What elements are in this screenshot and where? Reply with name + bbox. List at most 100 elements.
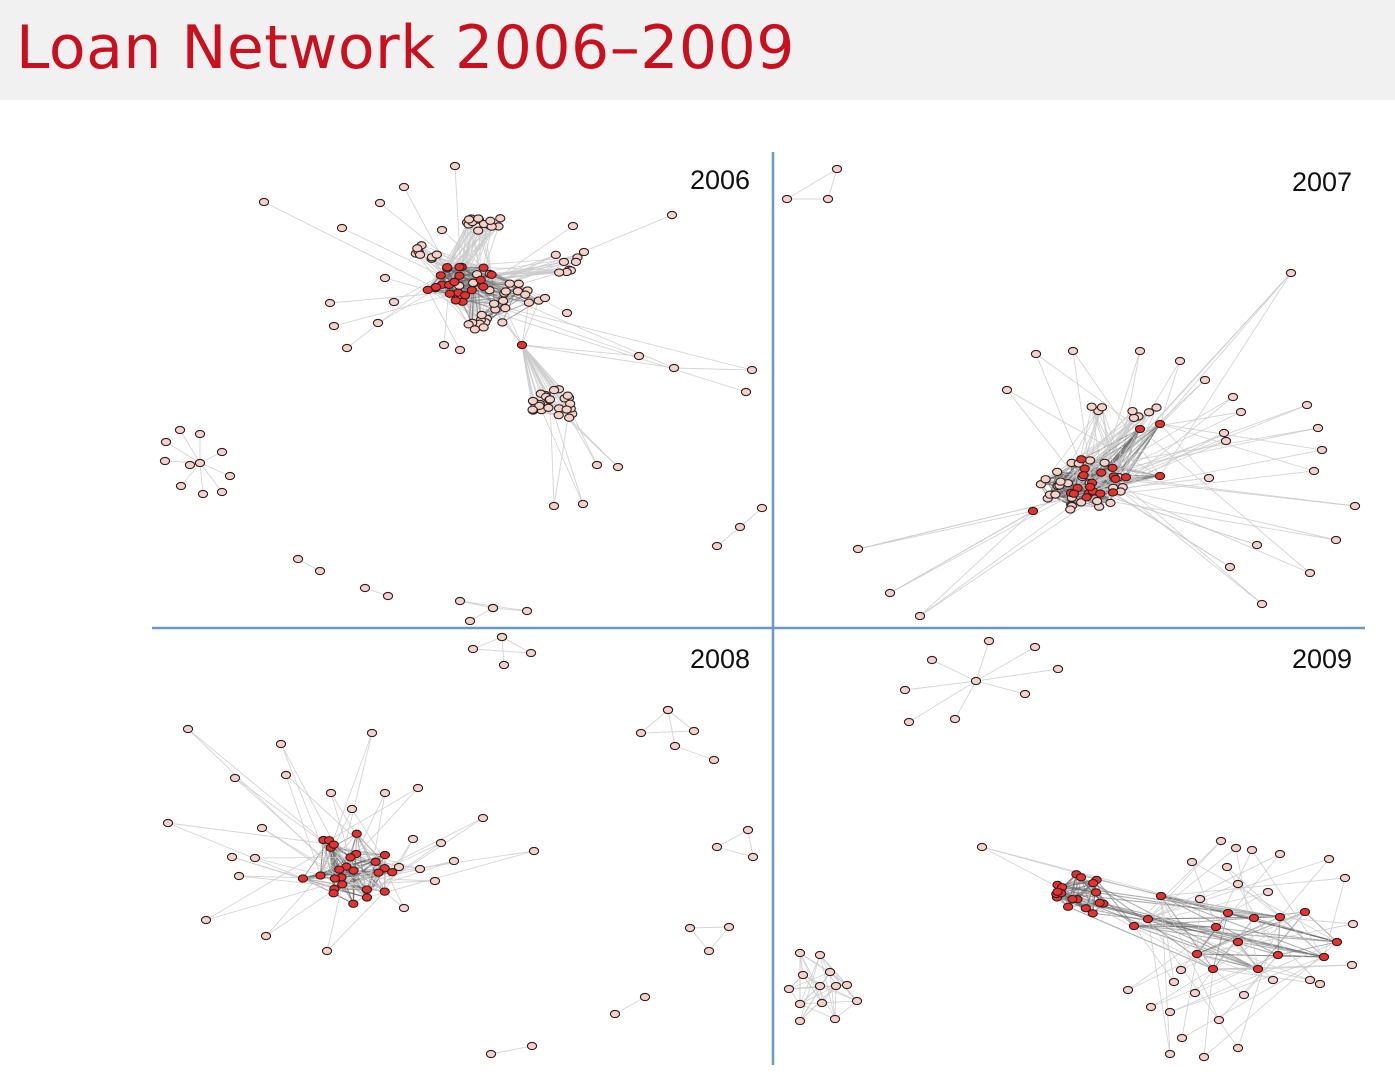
panel-2006-edge bbox=[541, 409, 584, 505]
panel-2006-bank-node bbox=[382, 591, 394, 601]
panel-2006-bank-node bbox=[454, 596, 466, 606]
panel-2008-edge bbox=[501, 636, 532, 654]
panel-2006-edge bbox=[483, 223, 493, 275]
panel-2009-bank-node bbox=[841, 980, 853, 990]
panel-2008-core-bank-node bbox=[370, 857, 381, 867]
panel-2006-bank-node bbox=[561, 405, 572, 414]
panel-2007-bank-node bbox=[822, 194, 834, 204]
panel-2008-core-bank-node bbox=[387, 868, 398, 877]
panel-2008-edge bbox=[280, 743, 347, 867]
panel-2006-edge bbox=[540, 393, 619, 468]
panel-2007-bank-node bbox=[1134, 346, 1146, 356]
panel-2006-edge bbox=[384, 277, 428, 291]
panel-2008-edge bbox=[689, 927, 710, 952]
panel-2009-edge bbox=[904, 680, 977, 691]
panel-2006-edge bbox=[739, 507, 763, 528]
panel-2006-bank-node bbox=[577, 499, 589, 509]
panel-2009-bank-node bbox=[1238, 990, 1250, 1000]
panel-2006-edge bbox=[492, 607, 528, 612]
panel-2008-edge bbox=[326, 891, 386, 952]
panel-2007-bank-node bbox=[1308, 466, 1320, 476]
panel-2007-edge bbox=[1101, 427, 1319, 474]
panel-2007-edge bbox=[786, 168, 838, 200]
panel-2006-bank-node bbox=[527, 396, 539, 406]
panel-2007-bank-node bbox=[1105, 498, 1116, 508]
panel-2009-core-bank-node bbox=[1232, 937, 1244, 947]
panel-2007-bank-node bbox=[781, 194, 793, 204]
panel-2009-edge bbox=[834, 1000, 858, 1020]
panel-2006-bank-node bbox=[564, 413, 575, 422]
panel-2008-core-bank-node bbox=[348, 866, 359, 875]
panel-2009-edge bbox=[975, 668, 1059, 682]
panel-2009-core-bank-node bbox=[1090, 888, 1102, 897]
panel-2007-edge bbox=[1045, 410, 1099, 480]
panel-2007-bank-node bbox=[1075, 498, 1087, 507]
panel-2006-edge bbox=[459, 220, 491, 268]
panel-2006-bank-node bbox=[159, 456, 171, 466]
panel-2006-core-bank-node bbox=[486, 270, 497, 279]
panel-2009-bank-node bbox=[1175, 965, 1187, 975]
panel-2006-edge bbox=[263, 201, 463, 303]
panel-2006-bank-node bbox=[341, 343, 353, 353]
panel-2009-bank-node bbox=[1176, 1033, 1188, 1043]
panel-2008-bank-node bbox=[496, 632, 508, 642]
panel-2006-bank-node bbox=[488, 299, 500, 308]
panel-2006-bank-node bbox=[216, 447, 228, 457]
panel-2008-edge bbox=[667, 709, 676, 747]
panel-2008-bank-node bbox=[711, 842, 723, 852]
panel-2009-bank-node bbox=[1122, 985, 1134, 995]
panel-2007-edge bbox=[1159, 272, 1292, 425]
panel-2006-bank-node bbox=[314, 566, 326, 576]
panel-2009-core-bank-node bbox=[1318, 952, 1330, 962]
panel-2007-bank-node bbox=[1143, 408, 1155, 417]
panel-2009-edge bbox=[908, 680, 977, 723]
panel-2006-bank-node bbox=[398, 182, 410, 192]
panel-2008-bank-node bbox=[662, 705, 674, 715]
panel-2009-edge bbox=[1227, 912, 1338, 943]
panel-2006-edge bbox=[521, 344, 640, 357]
panel-2008-edge bbox=[490, 1045, 533, 1055]
page-title: Loan Network 2006–2009 bbox=[16, 13, 795, 83]
panel-2007-edge bbox=[1082, 416, 1139, 478]
panel-2007-core-bank-node bbox=[1096, 468, 1107, 477]
panel-2009-edge bbox=[1212, 968, 1245, 996]
panel-2009-bank-node bbox=[783, 984, 795, 994]
panel-2008-edge bbox=[747, 829, 754, 858]
panel-2008-edge bbox=[353, 817, 484, 905]
panel-2009-edge bbox=[1212, 912, 1229, 970]
panel-2007-edge bbox=[1086, 496, 1337, 541]
panel-2009-edge bbox=[1279, 858, 1330, 918]
panel-2008-bank-node bbox=[498, 660, 510, 670]
panel-2006-bank-node bbox=[224, 471, 236, 481]
panel-2008-bank-node bbox=[708, 755, 720, 765]
panel-2007-bank-node bbox=[1128, 413, 1140, 423]
panel-2007-core-bank-node bbox=[1110, 474, 1121, 484]
panel-2008-bank-node bbox=[407, 834, 419, 844]
panel-2006-bank-node bbox=[324, 298, 336, 308]
panel-2008-bank-node bbox=[256, 823, 268, 833]
panel-2007-edge bbox=[1091, 404, 1308, 484]
panel-2008-edge bbox=[205, 867, 385, 921]
panel-2006-bank-node bbox=[497, 296, 509, 305]
panel-2008-bank-node bbox=[742, 825, 754, 835]
panel-2007-edge bbox=[1070, 396, 1234, 494]
panel-2007-core-bank-node bbox=[1154, 471, 1166, 481]
panel-2007-edge bbox=[1081, 458, 1263, 605]
panel-2009-core-bank-node bbox=[1075, 873, 1087, 882]
panel-2007-core-bank-node bbox=[1076, 455, 1087, 464]
panel-2006-edge bbox=[504, 307, 523, 346]
panel-2007-edge bbox=[889, 510, 1034, 594]
panel-2006-core-bank-node bbox=[478, 263, 489, 272]
panel-2008-edge bbox=[333, 817, 484, 894]
panel-2009-core-bank-node bbox=[1191, 949, 1203, 959]
panel-2007-edge bbox=[1078, 410, 1133, 464]
panel-2007-edge bbox=[919, 493, 1089, 617]
panel-2009-edge bbox=[1237, 883, 1281, 918]
panel-2007-core-bank-node bbox=[1154, 419, 1166, 429]
panel-2006-bank-node bbox=[359, 583, 371, 593]
panel-2008-edge bbox=[716, 846, 754, 858]
panel-2006-edge bbox=[165, 441, 201, 464]
panel-2006-bank-node bbox=[561, 308, 573, 318]
panel-2008-edge bbox=[187, 728, 342, 878]
panel-2006-bank-node bbox=[591, 460, 603, 470]
